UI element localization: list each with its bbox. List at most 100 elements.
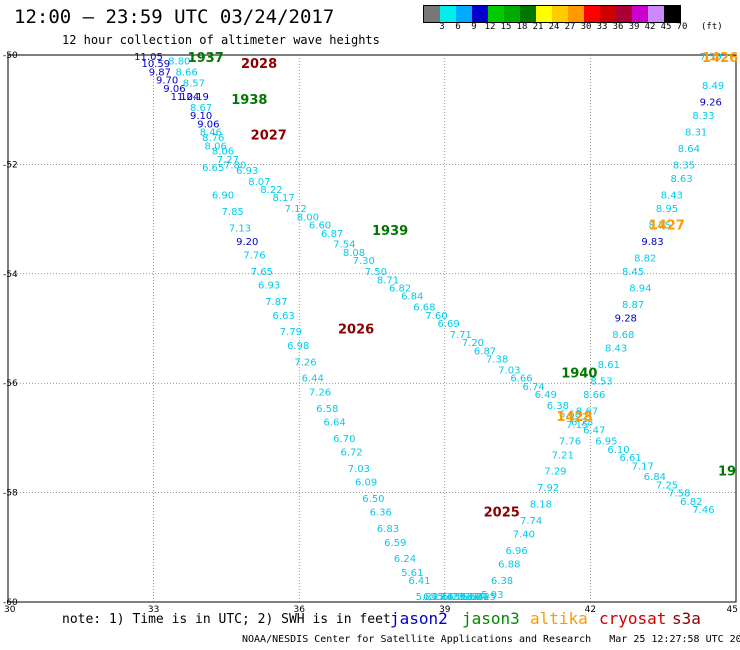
wave-height-value: 6.84 — [644, 472, 666, 483]
pass-label: 1427 — [649, 219, 685, 234]
pass-label: 1938 — [231, 93, 267, 108]
footer-note: note: 1) Time is in UTC; 2) SWH is in fe… — [62, 612, 391, 627]
wave-height-value: 8.76 — [202, 133, 224, 144]
color-scale-labels: 3 6 9 12 15 18 21 24 27 30 33 36 39 42 45 70 (ft) — [423, 22, 740, 34]
wave-height-value: 11.05 — [134, 52, 163, 63]
wave-height-value: 8.06 — [212, 147, 234, 158]
wave-height-value: 6.93 — [258, 281, 280, 292]
wave-height-value: 6.95 — [595, 437, 617, 448]
wave-height-value: 7.76 — [559, 437, 581, 448]
wave-height-value: 9.87 — [149, 67, 171, 78]
wave-height-value: 6.61 — [620, 453, 642, 464]
wave-height-value: 5.35 — [438, 592, 460, 603]
pass-label: 1939 — [372, 224, 408, 239]
wave-height-value: 8.31 — [685, 128, 707, 139]
wave-height-value: 6.84 — [401, 292, 423, 303]
color-scale-label: 9 — [471, 22, 477, 32]
color-scale-label: 21 — [532, 22, 544, 32]
color-swatch — [424, 6, 440, 22]
pass-label: 1428 — [556, 410, 592, 425]
color-swatch — [632, 6, 648, 22]
wave-height-value: 6.49 — [535, 390, 557, 401]
wave-height-value: 10.59 — [141, 59, 170, 70]
pass-label: 2027 — [251, 128, 287, 143]
wave-height-values: 11.0510.599.879.709.0611.2410.198.679.06… — [134, 52, 724, 603]
wave-height-value: 8.49 — [702, 81, 724, 92]
wave-height-value: 6.90 — [212, 190, 234, 201]
satellite-legend-item: jason2 — [390, 609, 448, 628]
wave-height-value: 8.18 — [530, 500, 552, 511]
wave-height-value: 7.40 — [513, 530, 535, 541]
wave-height-value: 8.66 — [583, 390, 605, 401]
color-swatch — [568, 6, 584, 22]
wave-height-value: 9.26 — [700, 97, 722, 108]
color-swatch — [504, 6, 520, 22]
pass-label: 2025 — [484, 506, 520, 521]
wave-height-value: 7.13 — [229, 223, 251, 234]
wave-height-value: 5.37 — [457, 592, 479, 603]
wave-height-value: 5.67 — [459, 592, 481, 603]
pass-label: 1426 — [702, 51, 738, 66]
wave-height-value: 7.58 — [668, 489, 690, 500]
color-scale-label: 6 — [455, 22, 461, 32]
page-subtitle: 12 hour collection of altimeter wave hei… — [62, 33, 380, 47]
wave-height-value: 7.25 — [656, 480, 678, 491]
wave-height-value: 5.61 — [401, 568, 423, 579]
wave-height-value: 6.36 — [370, 508, 392, 519]
pass-label: 2028 — [241, 57, 277, 72]
color-scale-bar — [423, 5, 681, 23]
satellite-legend-item: jason3 — [462, 609, 520, 628]
color-swatch — [648, 6, 664, 22]
y-tick-label: -50 — [3, 51, 18, 61]
wave-height-value: 8.46 — [200, 128, 222, 139]
wave-height-value: 7.20 — [462, 338, 484, 349]
satellite-legend-item: cryosat — [599, 609, 667, 628]
wave-height-value: 8.08 — [343, 248, 365, 259]
wave-height-value: 9.06 — [163, 84, 185, 95]
footer-credit: NOAA/NESDIS Center for Satellite Applica… — [242, 634, 740, 645]
wave-height-value: 6.66 — [510, 374, 532, 385]
wave-height-value: 9.20 — [236, 237, 258, 248]
wave-height-value: 9.70 — [156, 76, 178, 87]
color-scale-label: 15 — [500, 22, 512, 32]
wave-height-value: 6.88 — [498, 560, 520, 571]
wave-height-value: 7.79 — [280, 327, 302, 338]
wave-height-value: 8.33 — [692, 111, 714, 122]
y-tick-label: -52 — [3, 160, 18, 170]
x-tick-label: 30 — [4, 605, 16, 615]
track-1939: 11.0510.599.879.709.0611.2410.198.679.06… — [134, 52, 714, 516]
pass-label: 19 — [718, 465, 736, 480]
wave-height-value: 7.60 — [425, 311, 447, 322]
color-scale-label: 39 — [628, 22, 640, 32]
wave-height-value: 6.82 — [389, 283, 411, 294]
wave-height-value: 8.71 — [377, 275, 399, 286]
wave-height-value: 6.10 — [607, 445, 629, 456]
wave-height-value: 7.65 — [251, 267, 273, 278]
color-scale-label: 45 — [660, 22, 672, 32]
wave-height-value: 6.68 — [559, 409, 581, 420]
color-scale-label: 18 — [516, 22, 528, 32]
wave-height-value: 8.75 — [649, 221, 671, 232]
pass-label: 1937 — [188, 51, 224, 66]
x-tick-label: 36 — [293, 605, 305, 615]
wave-height-value: 7.27 — [217, 155, 239, 166]
axis-ticks: 30 33 36 39 42 45 -50 -52 -54 -56 -58 -60 — [3, 51, 738, 615]
wave-height-value: 7.76 — [243, 251, 265, 262]
track-2025: 5.546.265.375.676.016.255.93 6.38 6.88 6.96… — [457, 52, 724, 603]
wave-height-value: 8.61 — [598, 360, 620, 371]
color-swatch — [488, 6, 504, 22]
wave-height-value: 8.63 — [670, 174, 692, 185]
color-swatch — [584, 6, 600, 22]
wave-height-value: 6.82 — [680, 497, 702, 508]
wave-height-value: 5.93 — [481, 590, 503, 601]
y-tick-label: -58 — [3, 489, 18, 499]
wave-height-value: 6.21 — [442, 592, 464, 603]
color-scale-label: 30 — [580, 22, 592, 32]
page-title: 12:00 – 23:59 UTC 03/24/2017 — [14, 6, 335, 28]
x-tick-label: 45 — [727, 605, 738, 615]
wave-height-value: 7.80 — [224, 160, 246, 171]
wave-height-value: 6.70 — [333, 434, 355, 445]
wave-height-value: 7.46 — [692, 505, 714, 516]
color-swatch — [616, 6, 632, 22]
